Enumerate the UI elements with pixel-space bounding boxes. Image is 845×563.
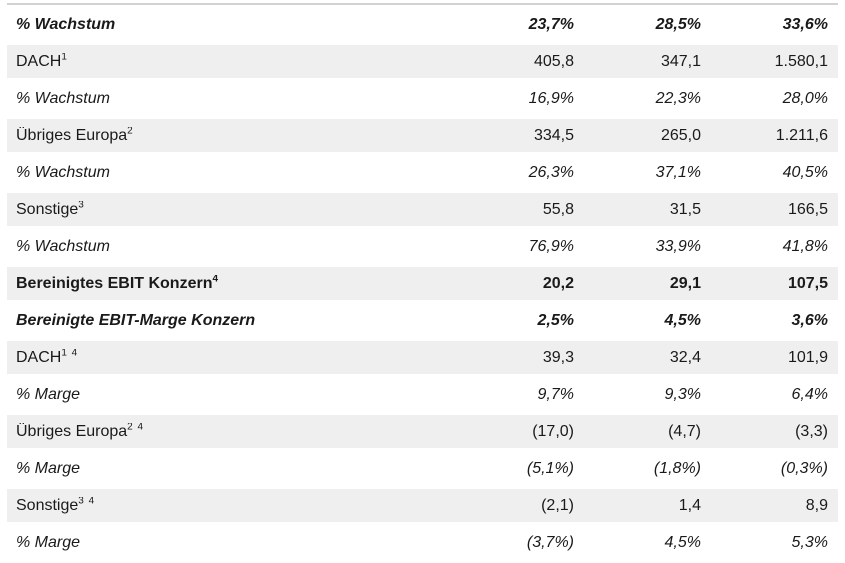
- row-value-col3: 1.580,1: [774, 52, 828, 70]
- row-label: DACH1 4: [16, 348, 79, 366]
- footnote-superscript: 4: [212, 274, 220, 285]
- row-value-col1: 334,5: [533, 126, 574, 144]
- table-row: Übriges Europa2 4 (17,0) (4,7) (3,3): [7, 413, 838, 450]
- row-value-col2: 37,1%: [655, 163, 701, 181]
- table-row: Bereinigtes EBIT Konzern4 20,2 29,1 107,5: [7, 265, 838, 302]
- row-value-col3: 107,5: [787, 274, 828, 292]
- row-value-col2: 32,4: [669, 348, 701, 366]
- row-label: Bereinigte EBIT-Marge Konzern: [16, 311, 256, 329]
- table-top-rule: [7, 3, 838, 5]
- row-value-col1: (2,1): [541, 496, 574, 514]
- row-value-col2: (1,8%): [653, 459, 701, 477]
- footnote-superscript: 2: [127, 126, 134, 137]
- table-row: DACH1 4 39,3 32,4 101,9: [7, 339, 838, 376]
- footnote-superscript: 3 4: [78, 496, 96, 507]
- row-value-col2: 1,4: [678, 496, 701, 514]
- footnote-superscript: 1: [61, 52, 68, 63]
- row-value-col1: (17,0): [532, 422, 574, 440]
- row-value-col1: 9,7%: [537, 385, 574, 403]
- row-label: % Wachstum: [16, 237, 110, 255]
- row-value-col1: 2,5%: [537, 311, 574, 329]
- row-label: Übriges Europa2 4: [16, 422, 145, 440]
- row-value-col3: 166,5: [787, 200, 828, 218]
- row-value-col2: (4,7): [668, 422, 701, 440]
- row-value-col3: 3,6%: [791, 311, 828, 329]
- row-value-col3: 8,9: [805, 496, 828, 514]
- row-value-col1: 405,8: [533, 52, 574, 70]
- row-value-col3: 28,0%: [782, 89, 828, 107]
- table-body: % Wachstum 23,7% 28,5% 33,6% DACH1 405,8 347,1…: [7, 6, 838, 561]
- table-row: % Wachstum 16,9% 22,3% 28,0%: [7, 80, 838, 117]
- row-label: Sonstige3: [16, 200, 85, 218]
- table-row: Bereinigte EBIT-Marge Konzern 2,5% 4,5% 3,6…: [7, 302, 838, 339]
- table-row: Sonstige3 4 (2,1) 1,4 8,9: [7, 487, 838, 524]
- row-value-col2: 9,3%: [664, 385, 701, 403]
- row-value-col1: 23,7%: [528, 15, 574, 33]
- row-value-col3: 5,3%: [791, 533, 828, 551]
- row-value-col2: 33,9%: [655, 237, 701, 255]
- row-value-col1: 76,9%: [528, 237, 574, 255]
- row-value-col3: 6,4%: [791, 385, 828, 403]
- row-value-col1: 20,2: [542, 274, 574, 292]
- row-value-col3: (3,3): [795, 422, 828, 440]
- table-row: % Marge (5,1%) (1,8%) (0,3%): [7, 450, 838, 487]
- row-value-col2: 347,1: [660, 52, 701, 70]
- row-label: % Wachstum: [16, 163, 110, 181]
- row-value-col2: 265,0: [660, 126, 701, 144]
- footnote-superscript: 2 4: [127, 422, 145, 433]
- row-value-col2: 28,5%: [655, 15, 701, 33]
- row-label: % Wachstum: [16, 15, 116, 33]
- row-value-col3: 40,5%: [782, 163, 828, 181]
- row-value-col1: 26,3%: [528, 163, 574, 181]
- row-label: % Wachstum: [16, 89, 110, 107]
- row-value-col3: (0,3%): [780, 459, 828, 477]
- row-value-col1: 39,3: [542, 348, 574, 366]
- table-row: % Marge (3,7%) 4,5% 5,3%: [7, 524, 838, 561]
- row-value-col3: 1.211,6: [775, 126, 828, 144]
- row-label: % Marge: [16, 459, 81, 477]
- row-value-col3: 101,9: [787, 348, 828, 366]
- footnote-superscript: 1 4: [61, 348, 79, 359]
- table-row: % Wachstum 76,9% 33,9% 41,8%: [7, 228, 838, 265]
- table-row: Übriges Europa2 334,5 265,0 1.211,6: [7, 117, 838, 154]
- row-label: Bereinigtes EBIT Konzern4: [16, 274, 220, 292]
- row-label: % Marge: [16, 533, 81, 551]
- row-value-col2: 22,3%: [655, 89, 701, 107]
- row-value-col1: (3,7%): [526, 533, 574, 551]
- row-value-col3: 33,6%: [782, 15, 828, 33]
- financial-table: % Wachstum 23,7% 28,5% 33,6% DACH1 405,8 347,1…: [7, 3, 838, 561]
- row-value-col3: 41,8%: [782, 237, 828, 255]
- table-row: % Marge 9,7% 9,3% 6,4%: [7, 376, 838, 413]
- row-label: DACH1: [16, 52, 68, 70]
- row-value-col2: 29,1: [669, 274, 701, 292]
- table-row: Sonstige3 55,8 31,5 166,5: [7, 191, 838, 228]
- table-row: % Wachstum 26,3% 37,1% 40,5%: [7, 154, 838, 191]
- table-row: % Wachstum 23,7% 28,5% 33,6%: [7, 6, 838, 43]
- table-row: DACH1 405,8 347,1 1.580,1: [7, 43, 838, 80]
- row-value-col1: 55,8: [542, 200, 574, 218]
- row-label: Sonstige3 4: [16, 496, 96, 514]
- row-label: % Marge: [16, 385, 81, 403]
- row-value-col2: 4,5%: [664, 311, 701, 329]
- row-value-col2: 31,5: [669, 200, 701, 218]
- row-value-col1: 16,9%: [528, 89, 574, 107]
- row-value-col1: (5,1%): [526, 459, 574, 477]
- footnote-superscript: 3: [78, 200, 85, 211]
- row-value-col2: 4,5%: [664, 533, 701, 551]
- row-label: Übriges Europa2: [16, 126, 134, 144]
